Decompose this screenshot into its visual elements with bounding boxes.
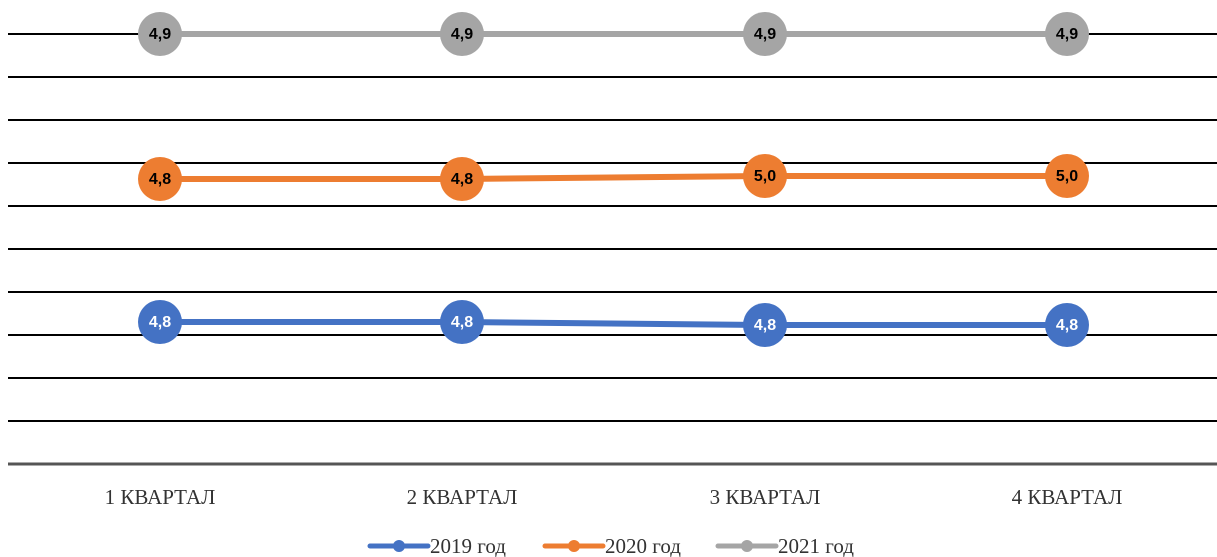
data-label: 5,0 bbox=[1056, 168, 1078, 185]
data-label: 5,0 bbox=[754, 168, 776, 185]
legend-marker bbox=[568, 540, 580, 552]
series-line bbox=[157, 173, 1070, 182]
data-label: 4,8 bbox=[451, 171, 473, 188]
legend-label: 2021 год bbox=[778, 534, 854, 557]
data-label: 4,8 bbox=[754, 317, 776, 334]
legend-marker bbox=[741, 540, 753, 552]
series-line bbox=[157, 319, 1070, 328]
legend-item: 2019 год bbox=[367, 534, 506, 557]
data-point bbox=[1045, 12, 1089, 56]
data-point bbox=[743, 12, 787, 56]
legend-label: 2019 год bbox=[430, 534, 506, 557]
data-point bbox=[743, 154, 787, 198]
data-label: 4,8 bbox=[1056, 317, 1078, 334]
data-point bbox=[1045, 303, 1089, 347]
data-point bbox=[743, 303, 787, 347]
category-tick-label: 3 КВАРТАЛ bbox=[710, 485, 821, 509]
data-label: 4,8 bbox=[149, 171, 171, 188]
data-label: 4,8 bbox=[149, 314, 171, 331]
data-point bbox=[1045, 154, 1089, 198]
data-label: 4,9 bbox=[754, 26, 776, 43]
data-point bbox=[138, 157, 182, 201]
data-point bbox=[138, 12, 182, 56]
legend: 2019 год 2020 год 2021 год bbox=[367, 534, 854, 557]
data-label: 4,8 bbox=[451, 314, 473, 331]
legend-marker bbox=[393, 540, 405, 552]
data-point bbox=[440, 300, 484, 344]
series-lines: 4,8 4,8 4,8 4,8 4,8 4,8 5,0 5,0 4,9 4,9 4,9 4,9 bbox=[138, 12, 1089, 347]
category-tick-label: 4 КВАРТАЛ bbox=[1012, 485, 1123, 509]
legend-item: 2020 год bbox=[542, 534, 681, 557]
data-label: 4,9 bbox=[451, 26, 473, 43]
data-point bbox=[440, 157, 484, 201]
category-tick-label: 2 КВАРТАЛ bbox=[407, 485, 518, 509]
category-tick-label: 1 КВАРТАЛ bbox=[105, 485, 216, 509]
data-point bbox=[138, 300, 182, 344]
data-label: 4,9 bbox=[1056, 26, 1078, 43]
legend-label: 2020 год bbox=[605, 534, 681, 557]
x-axis: 1 КВАРТАЛ 2 КВАРТАЛ 3 КВАРТАЛ 4 КВАРТАЛ bbox=[105, 485, 1123, 509]
legend-item: 2021 год bbox=[715, 534, 854, 557]
gridlines bbox=[8, 33, 1217, 466]
data-point bbox=[440, 12, 484, 56]
data-label: 4,9 bbox=[149, 26, 171, 43]
